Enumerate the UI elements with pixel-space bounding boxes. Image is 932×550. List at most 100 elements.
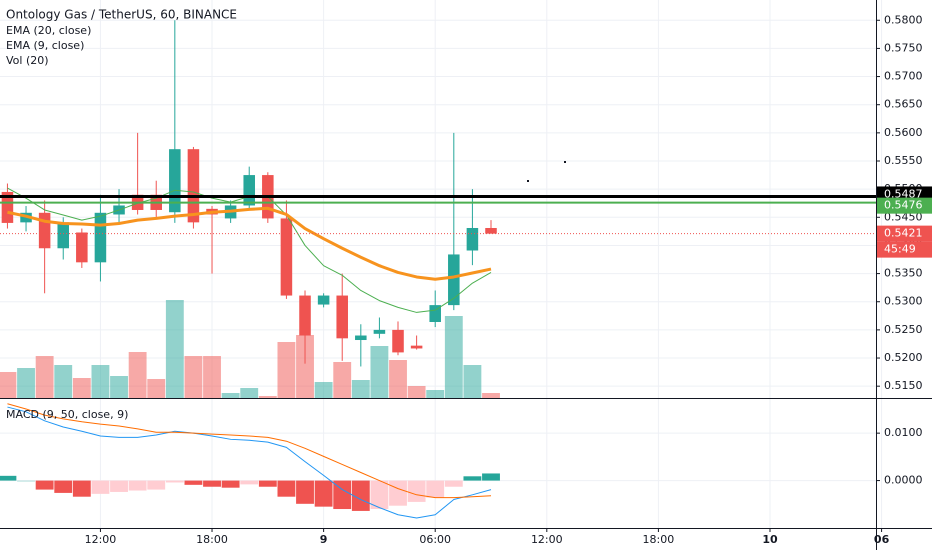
histogram-bar bbox=[128, 480, 147, 491]
indicator-label: EMA (20, close) bbox=[6, 24, 91, 37]
volume-bar bbox=[351, 380, 370, 398]
histogram-bar bbox=[258, 480, 277, 487]
volume-bar bbox=[258, 396, 277, 398]
histogram-bar bbox=[91, 480, 110, 494]
histogram-bar bbox=[333, 480, 352, 510]
candle-body bbox=[392, 329, 404, 353]
volume-bar bbox=[482, 393, 500, 398]
candle-body bbox=[1, 191, 14, 223]
volume-bar bbox=[147, 379, 166, 398]
candle-body bbox=[299, 295, 311, 336]
volume-bar bbox=[221, 393, 240, 398]
histogram-bar bbox=[54, 480, 73, 493]
candle-body bbox=[466, 227, 479, 251]
volume-bar bbox=[0, 372, 17, 398]
volume-bar bbox=[240, 388, 259, 398]
histogram-bar bbox=[0, 475, 17, 481]
volume-bar bbox=[444, 316, 463, 398]
x-tick-label: 10 bbox=[762, 533, 778, 546]
candle-body bbox=[336, 295, 348, 339]
y-tick-label: 0.5200 bbox=[884, 351, 923, 364]
ema-line bbox=[7, 206, 492, 281]
histogram-bar bbox=[35, 480, 54, 490]
y-tick-label: 0.5250 bbox=[884, 323, 923, 336]
volume-bar bbox=[110, 376, 128, 398]
volume-bar bbox=[389, 360, 407, 398]
candle-body bbox=[485, 227, 497, 234]
chart-title: Ontology Gas / TetherUS, 60, BINANCE bbox=[6, 8, 237, 22]
histogram-bar bbox=[370, 480, 389, 510]
volume-bar bbox=[314, 382, 333, 398]
x-tick-label: 06 bbox=[874, 533, 890, 546]
candle-body bbox=[448, 254, 460, 306]
volume-bar bbox=[333, 362, 352, 398]
signal-line bbox=[7, 403, 492, 499]
histogram-bar bbox=[463, 476, 482, 481]
y-tick-label: 0.5600 bbox=[884, 126, 923, 139]
histogram-bar bbox=[277, 480, 296, 497]
indicator-label: MACD (9, 50, close, 9) bbox=[6, 408, 128, 421]
labels: 12:00 18:00 9 06:00 12:00 18:00 10 06 0.5150 0.52… bbox=[85, 13, 932, 546]
histogram-bar bbox=[240, 480, 259, 485]
x-tick-label: 18:00 bbox=[643, 533, 675, 546]
y-tick-label: 0.5700 bbox=[884, 70, 923, 83]
volume-bar bbox=[407, 386, 426, 398]
volume-bar bbox=[72, 378, 91, 398]
price-label-bg bbox=[877, 225, 932, 242]
candle-body bbox=[317, 295, 330, 305]
y-tick-label: 0.5150 bbox=[884, 379, 923, 392]
y-tick-label: 0.5800 bbox=[884, 13, 923, 26]
y-tick-label: 0.5350 bbox=[884, 267, 923, 280]
candle-body bbox=[429, 305, 441, 323]
histogram-bar bbox=[482, 473, 500, 481]
histogram-bar bbox=[110, 480, 128, 492]
candle-body bbox=[410, 345, 423, 349]
volume-bar bbox=[203, 356, 221, 398]
x-tick-label: 18:00 bbox=[196, 533, 228, 546]
candle-body bbox=[373, 329, 386, 334]
volume-bar bbox=[426, 390, 445, 398]
y-tick-label: 0.0100 bbox=[884, 426, 923, 439]
histogram-bar bbox=[221, 480, 240, 488]
histogram-bar bbox=[296, 480, 314, 504]
histogram-bar bbox=[184, 480, 203, 485]
grid bbox=[0, 0, 883, 528]
y-tick-label: 0.0000 bbox=[884, 474, 923, 487]
price-label: 45:49 bbox=[884, 243, 916, 256]
histogram-bar bbox=[389, 480, 407, 506]
marks bbox=[0, 20, 876, 519]
y-tick-label: 0.5550 bbox=[884, 154, 923, 167]
histogram-bar bbox=[72, 480, 91, 497]
volume-bar bbox=[17, 368, 35, 398]
volume-bar bbox=[54, 365, 73, 398]
histogram-bar bbox=[426, 480, 445, 498]
volume-bar bbox=[128, 352, 147, 398]
histogram-bar bbox=[314, 480, 333, 507]
volume-bar bbox=[463, 365, 482, 398]
volume-bar bbox=[184, 356, 203, 398]
drawing-dot bbox=[564, 161, 566, 163]
x-tick-label: 12:00 bbox=[531, 533, 563, 546]
y-tick-label: 0.5750 bbox=[884, 41, 923, 54]
volume-bar bbox=[277, 342, 296, 398]
price-label: 0.5476 bbox=[884, 199, 923, 212]
histogram-bar bbox=[165, 480, 184, 483]
drawing-dot bbox=[527, 180, 529, 182]
candle-body bbox=[169, 149, 181, 213]
y-tick-label: 0.5300 bbox=[884, 295, 923, 308]
candle-body bbox=[94, 212, 107, 263]
candle-body bbox=[76, 232, 88, 263]
x-tick-label: 12:00 bbox=[85, 533, 117, 546]
volume-bar bbox=[165, 300, 184, 398]
candle-body bbox=[280, 218, 293, 296]
histogram-bar bbox=[351, 480, 370, 511]
candle-body bbox=[355, 335, 367, 341]
x-tick-label: 9 bbox=[320, 533, 328, 546]
x-tick-label: 06:00 bbox=[419, 533, 451, 546]
macd-line bbox=[7, 406, 492, 519]
price-label: 0.5487 bbox=[884, 187, 923, 200]
histogram-bar bbox=[407, 480, 426, 502]
histogram-bar bbox=[17, 480, 35, 482]
histogram-bar bbox=[147, 480, 166, 490]
